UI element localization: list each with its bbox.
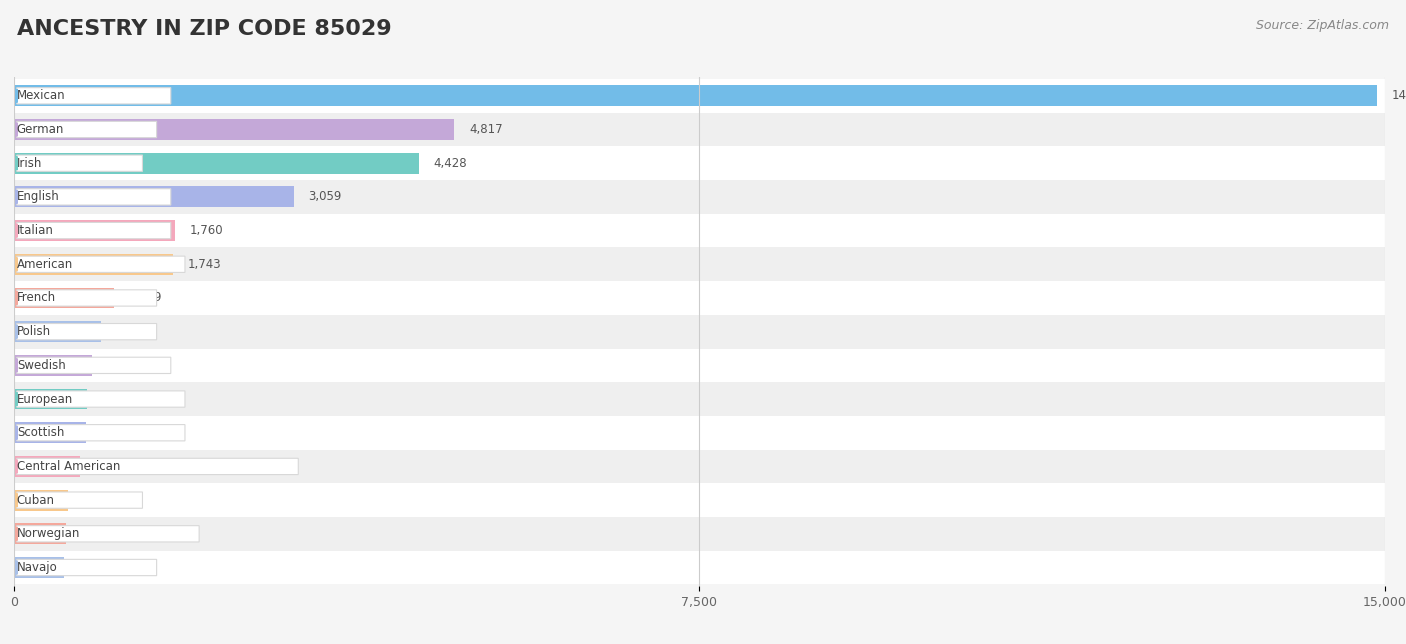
FancyBboxPatch shape [17,424,186,441]
Bar [14,153,419,174]
Bar [14,416,1385,450]
Text: Navajo: Navajo [17,561,58,574]
Bar [14,348,1385,382]
Text: 3,059: 3,059 [308,191,342,204]
Bar [14,388,87,410]
Bar [14,180,1385,214]
Text: Irish: Irish [17,156,42,170]
Bar [14,517,1385,551]
Text: 567: 567 [80,527,103,540]
Text: 1,760: 1,760 [190,224,224,237]
FancyBboxPatch shape [17,222,170,239]
FancyBboxPatch shape [17,357,170,374]
Bar [14,247,1385,281]
Text: Central American: Central American [17,460,121,473]
Text: Source: ZipAtlas.com: Source: ZipAtlas.com [1256,19,1389,32]
Bar [14,456,80,477]
Bar [14,220,174,241]
Text: 855: 855 [107,359,129,372]
FancyBboxPatch shape [17,189,170,205]
Text: 14,910: 14,910 [1392,90,1406,102]
Bar [14,422,86,443]
Bar [14,281,1385,315]
FancyBboxPatch shape [17,526,200,542]
Text: Scottish: Scottish [17,426,65,439]
Bar [14,254,173,275]
Bar [14,214,1385,247]
FancyBboxPatch shape [17,88,170,104]
Text: French: French [17,292,56,305]
Text: Norwegian: Norwegian [17,527,80,540]
FancyBboxPatch shape [17,560,156,576]
Text: 721: 721 [94,460,117,473]
Bar [14,551,1385,584]
FancyBboxPatch shape [17,492,142,508]
FancyBboxPatch shape [17,459,298,475]
FancyBboxPatch shape [17,121,156,138]
Bar [14,450,1385,483]
Bar [14,86,1376,106]
Bar [14,119,454,140]
Bar [14,524,66,544]
Bar [14,187,294,207]
Bar [14,321,101,342]
Text: Mexican: Mexican [17,90,66,102]
FancyBboxPatch shape [17,155,142,171]
Text: 595: 595 [83,493,105,507]
Text: 785: 785 [100,426,122,439]
Bar [14,557,63,578]
Text: ANCESTRY IN ZIP CODE 85029: ANCESTRY IN ZIP CODE 85029 [17,19,391,39]
Text: 1,089: 1,089 [128,292,162,305]
Bar [14,113,1385,146]
Text: 952: 952 [115,325,138,338]
Text: English: English [17,191,59,204]
Text: 1,743: 1,743 [188,258,222,270]
Bar [14,489,69,511]
Text: American: American [17,258,73,270]
FancyBboxPatch shape [17,290,156,306]
Bar [14,146,1385,180]
Bar [14,287,114,308]
Text: German: German [17,123,65,136]
Text: European: European [17,393,73,406]
Text: Swedish: Swedish [17,359,66,372]
Bar [14,315,1385,348]
Bar [14,382,1385,416]
Text: Cuban: Cuban [17,493,55,507]
Bar [14,79,1385,113]
FancyBboxPatch shape [17,391,186,407]
FancyBboxPatch shape [17,323,156,340]
FancyBboxPatch shape [17,256,186,272]
Bar [14,355,93,376]
Text: 795: 795 [101,393,124,406]
Text: Polish: Polish [17,325,51,338]
Text: Italian: Italian [17,224,53,237]
Bar [14,483,1385,517]
Text: 545: 545 [79,561,101,574]
Text: 4,817: 4,817 [470,123,502,136]
Text: 4,428: 4,428 [433,156,467,170]
